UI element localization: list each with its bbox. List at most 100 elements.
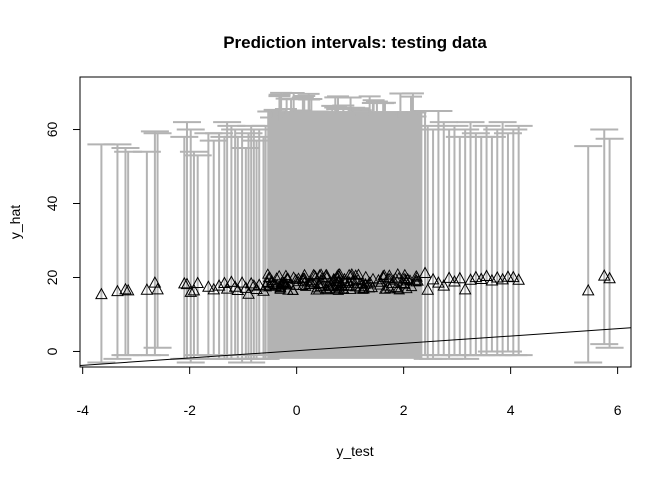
- point-marker: [442, 271, 456, 283]
- dense-interval-band: [257, 91, 427, 359]
- dense-point-marker: [314, 277, 327, 288]
- point-marker: [121, 283, 135, 296]
- dense-point-marker: [333, 280, 346, 291]
- dense-point-marker: [338, 275, 351, 287]
- point-marker: [252, 278, 266, 290]
- dense-point-marker: [393, 284, 406, 295]
- point-marker: [426, 272, 440, 285]
- x-axis: -4 -2 0 2 4 6: [76, 366, 622, 418]
- dense-point-marker: [396, 277, 408, 288]
- point-marker: [474, 272, 488, 284]
- point-marker: [228, 280, 242, 292]
- x-tick-label: -4: [76, 402, 89, 418]
- point-marker: [496, 272, 509, 285]
- dense-point-marker: [316, 272, 329, 283]
- dense-point-marker: [282, 284, 294, 295]
- dense-point-marker: [349, 269, 362, 280]
- point-marker: [421, 283, 435, 295]
- dense-point-marker: [309, 270, 322, 282]
- dense-point-marker: [292, 272, 305, 283]
- dense-point-marker: [307, 268, 320, 280]
- dense-point-marker: [350, 274, 362, 286]
- y-tick-label: 0: [44, 347, 60, 355]
- chart-title: Prediction intervals: testing data: [223, 33, 487, 52]
- point-marker: [506, 270, 520, 283]
- dense-point-marker: [332, 275, 345, 287]
- point-marker: [432, 276, 445, 288]
- point-marker: [207, 282, 221, 295]
- dense-point-marker: [378, 269, 390, 280]
- prediction-intervals: [87, 110, 624, 364]
- dense-point-marker: [297, 274, 309, 285]
- point-marker: [490, 270, 504, 283]
- point-marker: [485, 273, 499, 286]
- dense-point-marker: [298, 272, 311, 283]
- dense-interval-area: [267, 111, 423, 359]
- point-marker: [212, 279, 226, 291]
- dense-point-marker: [392, 267, 404, 279]
- dense-point-marker: [330, 275, 342, 286]
- point-marker: [140, 283, 154, 295]
- point-marker: [603, 271, 616, 284]
- dense-point-marker: [359, 277, 372, 289]
- reference-line-path: [79, 327, 632, 367]
- point-marker: [180, 277, 194, 290]
- dense-point-marker: [377, 270, 389, 281]
- x-axis-label: y_test: [336, 443, 373, 459]
- point-marker: [453, 271, 467, 284]
- dense-point-marker: [382, 272, 395, 284]
- point-marker: [469, 270, 483, 283]
- dense-point-marker: [399, 278, 411, 290]
- point-marker: [187, 283, 201, 296]
- point-marker: [184, 285, 198, 297]
- dense-point-marker: [356, 283, 369, 294]
- dense-point-marker: [289, 273, 302, 284]
- dense-point-marker: [380, 283, 392, 294]
- point-marker: [464, 273, 477, 285]
- dense-point-marker: [326, 280, 339, 292]
- x-tick-label: 6: [614, 402, 622, 418]
- dense-point-marker: [320, 271, 333, 282]
- y-tick-label: 60: [44, 122, 60, 138]
- point-marker: [581, 283, 595, 296]
- point-marker: [437, 279, 451, 291]
- dense-point-marker: [327, 272, 340, 284]
- point-marker: [235, 276, 249, 288]
- dense-point-marker: [314, 274, 327, 285]
- dense-point-marker: [315, 268, 327, 279]
- dense-point-marker: [402, 273, 414, 284]
- dense-point-marker: [332, 270, 345, 281]
- dense-point-marker: [343, 268, 355, 280]
- point-marker: [151, 282, 164, 295]
- dense-point-marker: [367, 272, 379, 284]
- point-marker: [119, 282, 132, 295]
- x-tick-label: -2: [183, 402, 196, 418]
- point-marker: [259, 279, 272, 292]
- x-tick-label: 2: [400, 402, 408, 418]
- y-axis-label: y_hat: [7, 205, 23, 239]
- point-marker: [111, 284, 124, 297]
- point-marker: [191, 276, 205, 289]
- dense-point-marker: [342, 280, 354, 291]
- dense-point-marker: [304, 274, 316, 286]
- dense-point-marker: [393, 272, 405, 283]
- point-marker: [448, 275, 461, 287]
- dense-point-marker: [352, 268, 365, 279]
- dense-point-marker: [320, 282, 332, 294]
- point-marker: [95, 287, 108, 300]
- dense-point-marker: [345, 283, 357, 295]
- x-tick-label: 0: [293, 402, 301, 418]
- dense-point-marker: [405, 280, 418, 292]
- point-marker: [202, 280, 215, 292]
- y-tick-label: 40: [44, 196, 60, 212]
- point-marker: [220, 282, 234, 294]
- reference-line: [79, 327, 632, 367]
- dense-point-marker: [373, 279, 386, 290]
- point-marker: [225, 275, 238, 287]
- dense-point-marker: [262, 268, 274, 279]
- prediction-points: [95, 266, 616, 300]
- point-marker: [512, 273, 526, 285]
- point-marker: [244, 276, 258, 289]
- dense-point-marker: [287, 271, 300, 282]
